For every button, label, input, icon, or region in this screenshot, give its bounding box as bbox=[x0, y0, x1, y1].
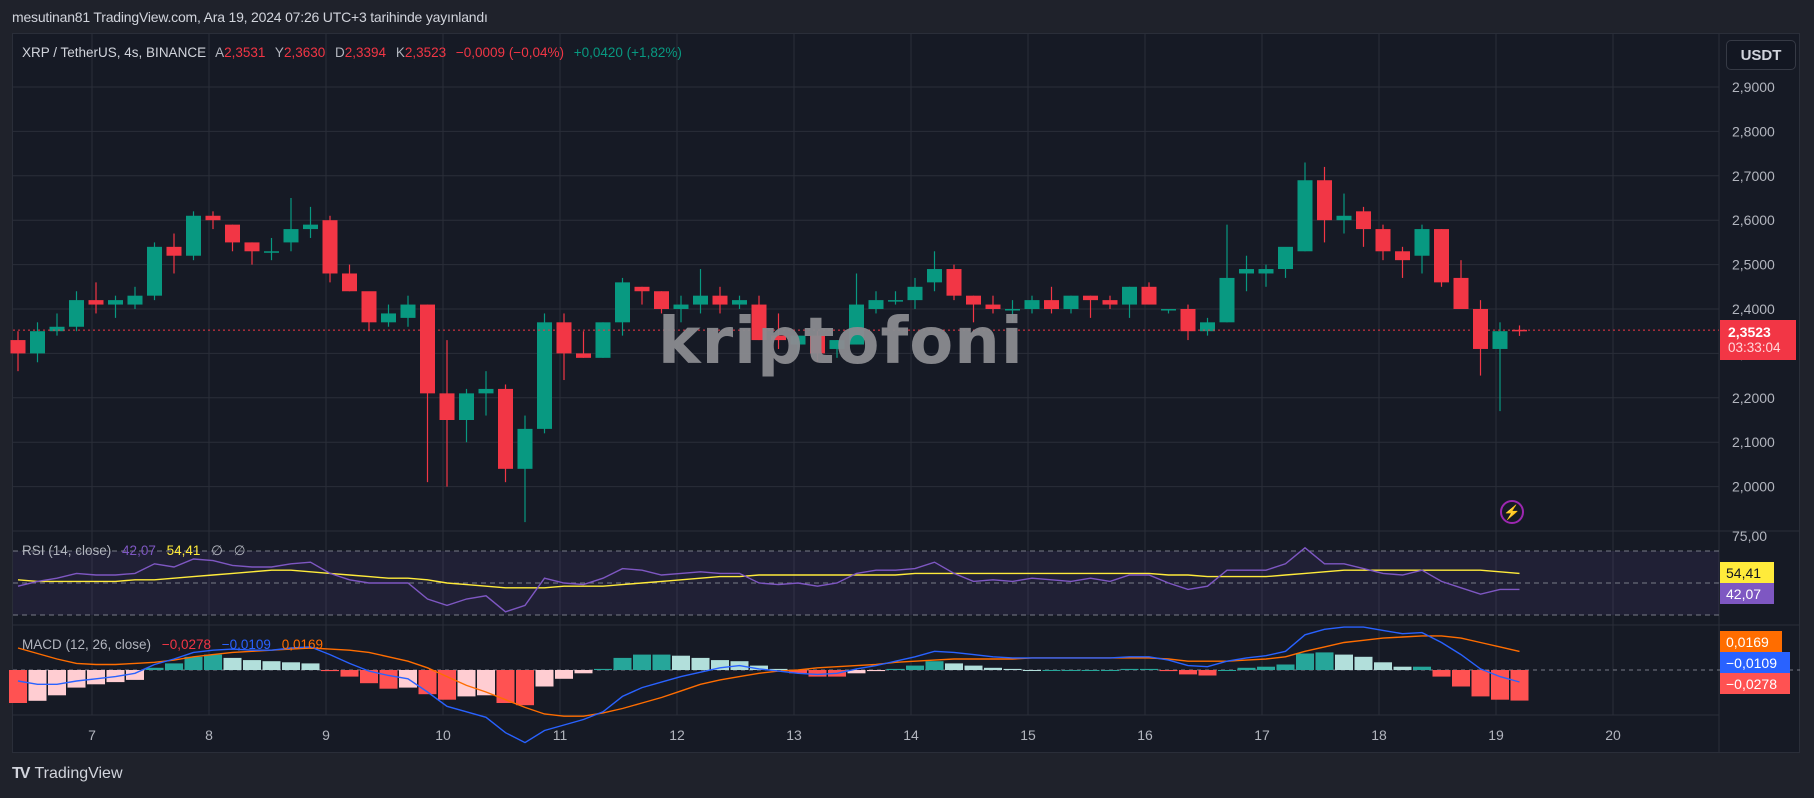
close-label: K bbox=[395, 45, 405, 60]
date-tick: 16 bbox=[1137, 727, 1153, 743]
price-tick: 2,9000 bbox=[1732, 79, 1775, 95]
date-tick: 15 bbox=[1020, 727, 1036, 743]
rsi-tag: 42,07 bbox=[1720, 583, 1774, 604]
low-value: 2,3394 bbox=[344, 45, 387, 60]
extra-change-value: +0,0420 (+1,82%) bbox=[573, 45, 682, 60]
rsi-title: RSI (14, close) bbox=[22, 543, 112, 558]
currency-button[interactable]: USDT bbox=[1726, 40, 1796, 70]
date-tick: 11 bbox=[553, 727, 568, 743]
last-price-tag: 2,3523 03:33:04 bbox=[1720, 320, 1796, 360]
price-tick: 2,1000 bbox=[1732, 434, 1775, 450]
symbol-title[interactable]: XRP / TetherUS, 4s, BINANCE bbox=[22, 45, 207, 60]
last-price-value: 2,3523 bbox=[1728, 324, 1771, 340]
rsi-extra-2: ∅ bbox=[233, 543, 246, 558]
date-tick: 13 bbox=[786, 727, 802, 743]
tradingview-logo[interactable]: TV TradingView bbox=[12, 765, 123, 783]
published-info: mesutinan81 TradingView.com, Ara 19, 202… bbox=[12, 9, 488, 25]
macd-line-value: −0,0109 bbox=[221, 637, 271, 652]
svg-text:75,00: 75,00 bbox=[1732, 528, 1767, 544]
date-tick: 7 bbox=[88, 727, 96, 743]
macd-legend[interactable]: MACD (12, 26, close) −0,0278 −0,0109 0,0… bbox=[22, 637, 330, 652]
date-tick: 17 bbox=[1254, 727, 1270, 743]
price-tick: 2,6000 bbox=[1732, 212, 1775, 228]
high-label: Y bbox=[274, 45, 284, 60]
macd-hist-value: −0,0278 bbox=[161, 637, 211, 652]
rsi-value: 42,07 bbox=[122, 543, 156, 558]
macd-hist-tag: −0,0278 bbox=[1720, 673, 1790, 694]
tradingview-mark-icon: TV bbox=[12, 765, 31, 782]
price-tick: 2,0000 bbox=[1732, 479, 1775, 495]
rsi-ma-tag: 54,41 bbox=[1720, 562, 1774, 583]
date-tick: 9 bbox=[322, 727, 330, 743]
symbol-legend: XRP / TetherUS, 4s, BINANCE A2,3531 Y2,3… bbox=[22, 45, 688, 60]
watermark: kriptofoni bbox=[658, 305, 1024, 379]
macd-title: MACD (12, 26, close) bbox=[22, 637, 152, 652]
lightning-icon[interactable]: ⚡ bbox=[1500, 500, 1524, 524]
tradingview-brand: TradingView bbox=[34, 765, 123, 782]
macd-signal-tag: 0,0169 bbox=[1720, 631, 1782, 652]
date-tick: 19 bbox=[1488, 727, 1504, 743]
open-label: A bbox=[215, 45, 225, 60]
bar-countdown: 03:33:04 bbox=[1728, 340, 1781, 355]
price-tick: 2,5000 bbox=[1732, 257, 1775, 273]
low-label: D bbox=[335, 45, 345, 60]
chart-container[interactable] bbox=[12, 33, 1800, 753]
open-value: 2,3531 bbox=[224, 45, 266, 60]
high-value: 2,3630 bbox=[283, 45, 326, 60]
date-tick: 14 bbox=[903, 727, 919, 743]
date-tick: 18 bbox=[1371, 727, 1387, 743]
rsi-legend[interactable]: RSI (14, close) 42,07 54,41 ∅ ∅ bbox=[22, 543, 252, 559]
macd-line-tag: −0,0109 bbox=[1720, 652, 1790, 673]
price-tick: 2,2000 bbox=[1732, 390, 1775, 406]
date-tick: 10 bbox=[435, 727, 451, 743]
close-value: 2,3523 bbox=[404, 45, 447, 60]
price-tick: 2,7000 bbox=[1732, 168, 1775, 184]
price-tick: 2,8000 bbox=[1732, 123, 1775, 139]
rsi-ma-value: 54,41 bbox=[166, 543, 201, 558]
change-value: −0,0009 (−0,04%) bbox=[455, 45, 564, 60]
macd-signal-value: 0,0169 bbox=[281, 637, 324, 652]
date-tick: 8 bbox=[205, 727, 213, 743]
date-tick: 12 bbox=[669, 727, 685, 743]
price-tick: 2,4000 bbox=[1732, 301, 1775, 317]
rsi-extra-1: ∅ bbox=[211, 543, 223, 558]
date-tick: 20 bbox=[1605, 727, 1621, 743]
